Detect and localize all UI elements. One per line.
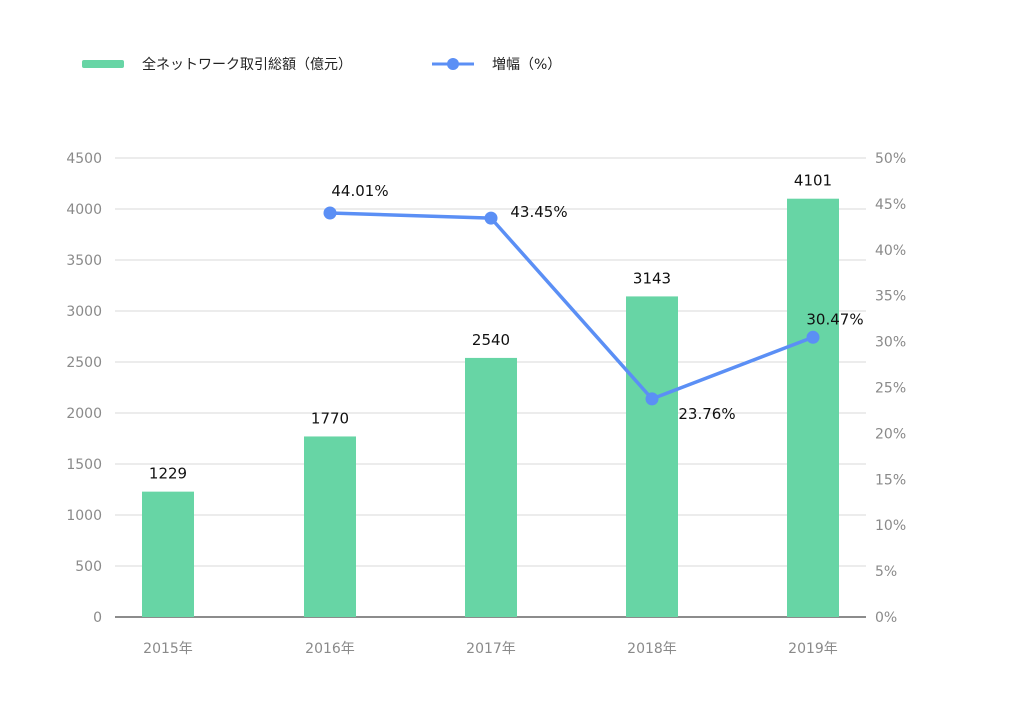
y-right-tick-label: 5% bbox=[875, 564, 897, 580]
x-tick-label: 2015年 bbox=[143, 641, 193, 657]
y-right-tick-label: 40% bbox=[875, 243, 906, 259]
y-left-tick-label: 500 bbox=[75, 559, 102, 575]
labels-layer: 1229 1770 2540 3143 4101 44.01% 43.45% 23.76% 30… bbox=[149, 172, 864, 483]
growth-data-label: 23.76% bbox=[678, 405, 735, 423]
bars-layer bbox=[142, 198, 839, 617]
y-left-tick-label: 2500 bbox=[66, 355, 102, 371]
y-left-tick-label: 2000 bbox=[66, 406, 102, 422]
growth-point bbox=[323, 206, 337, 220]
y-left-tick-label: 4000 bbox=[66, 202, 102, 218]
bar bbox=[142, 491, 194, 617]
x-tick-label: 2016年 bbox=[305, 641, 355, 657]
y-left-tick-label: 0 bbox=[93, 610, 102, 626]
y-right-tick-label: 15% bbox=[875, 472, 906, 488]
bar bbox=[787, 198, 839, 617]
y-right-tick-label: 45% bbox=[875, 197, 906, 213]
growth-data-label: 44.01% bbox=[331, 182, 388, 200]
y-left-tick-label: 1000 bbox=[66, 508, 102, 524]
x-tick-label: 2017年 bbox=[466, 641, 516, 657]
growth-data-label: 30.47% bbox=[806, 310, 863, 328]
legend-line-label: 増幅（%） bbox=[492, 57, 561, 73]
bar-data-label: 4101 bbox=[794, 172, 832, 190]
legend: 全ネットワーク取引総額（億元） 増幅（%） bbox=[82, 56, 561, 73]
y-left-tick-label: 4500 bbox=[66, 151, 102, 167]
growth-point bbox=[484, 211, 498, 225]
bar-data-label: 2540 bbox=[472, 331, 510, 349]
y-left-tick-label: 3000 bbox=[66, 304, 102, 320]
y-right-tick-label: 0% bbox=[875, 610, 897, 626]
legend-line-marker bbox=[447, 58, 459, 70]
y-right-tick-label: 25% bbox=[875, 381, 906, 397]
y-right-tick-label: 50% bbox=[875, 151, 906, 167]
x-tick-label: 2019年 bbox=[788, 641, 838, 657]
line-layer bbox=[323, 206, 820, 406]
bar bbox=[465, 357, 517, 617]
growth-point bbox=[806, 330, 820, 344]
x-tick-label: 2018年 bbox=[627, 641, 677, 657]
y-left-tick-label: 1500 bbox=[66, 457, 102, 473]
bar-data-label: 3143 bbox=[633, 269, 671, 287]
legend-item-bar: 全ネットワーク取引総額（億元） bbox=[82, 56, 352, 73]
y-right-tick-label: 20% bbox=[875, 426, 906, 442]
legend-item-line: 増幅（%） bbox=[432, 57, 561, 73]
y-right-tick-label: 10% bbox=[875, 518, 906, 534]
bar-data-label: 1770 bbox=[311, 409, 349, 427]
legend-bar-label: 全ネットワーク取引総額（億元） bbox=[142, 56, 352, 73]
growth-line bbox=[329, 211, 814, 401]
legend-bar-swatch bbox=[82, 60, 124, 68]
y-right-tick-label: 30% bbox=[875, 335, 906, 351]
y-left-tick-label: 3500 bbox=[66, 253, 102, 269]
bar-data-label: 1229 bbox=[149, 465, 187, 483]
growth-data-label: 43.45% bbox=[510, 203, 567, 221]
y-right-tick-label: 35% bbox=[875, 289, 906, 305]
bar bbox=[626, 296, 678, 617]
growth-point bbox=[645, 392, 659, 406]
bar bbox=[304, 436, 356, 617]
axis-layer: 0 500 1000 1500 2000 2500 3000 3500 4000 4500 0% 5%… bbox=[66, 151, 906, 657]
